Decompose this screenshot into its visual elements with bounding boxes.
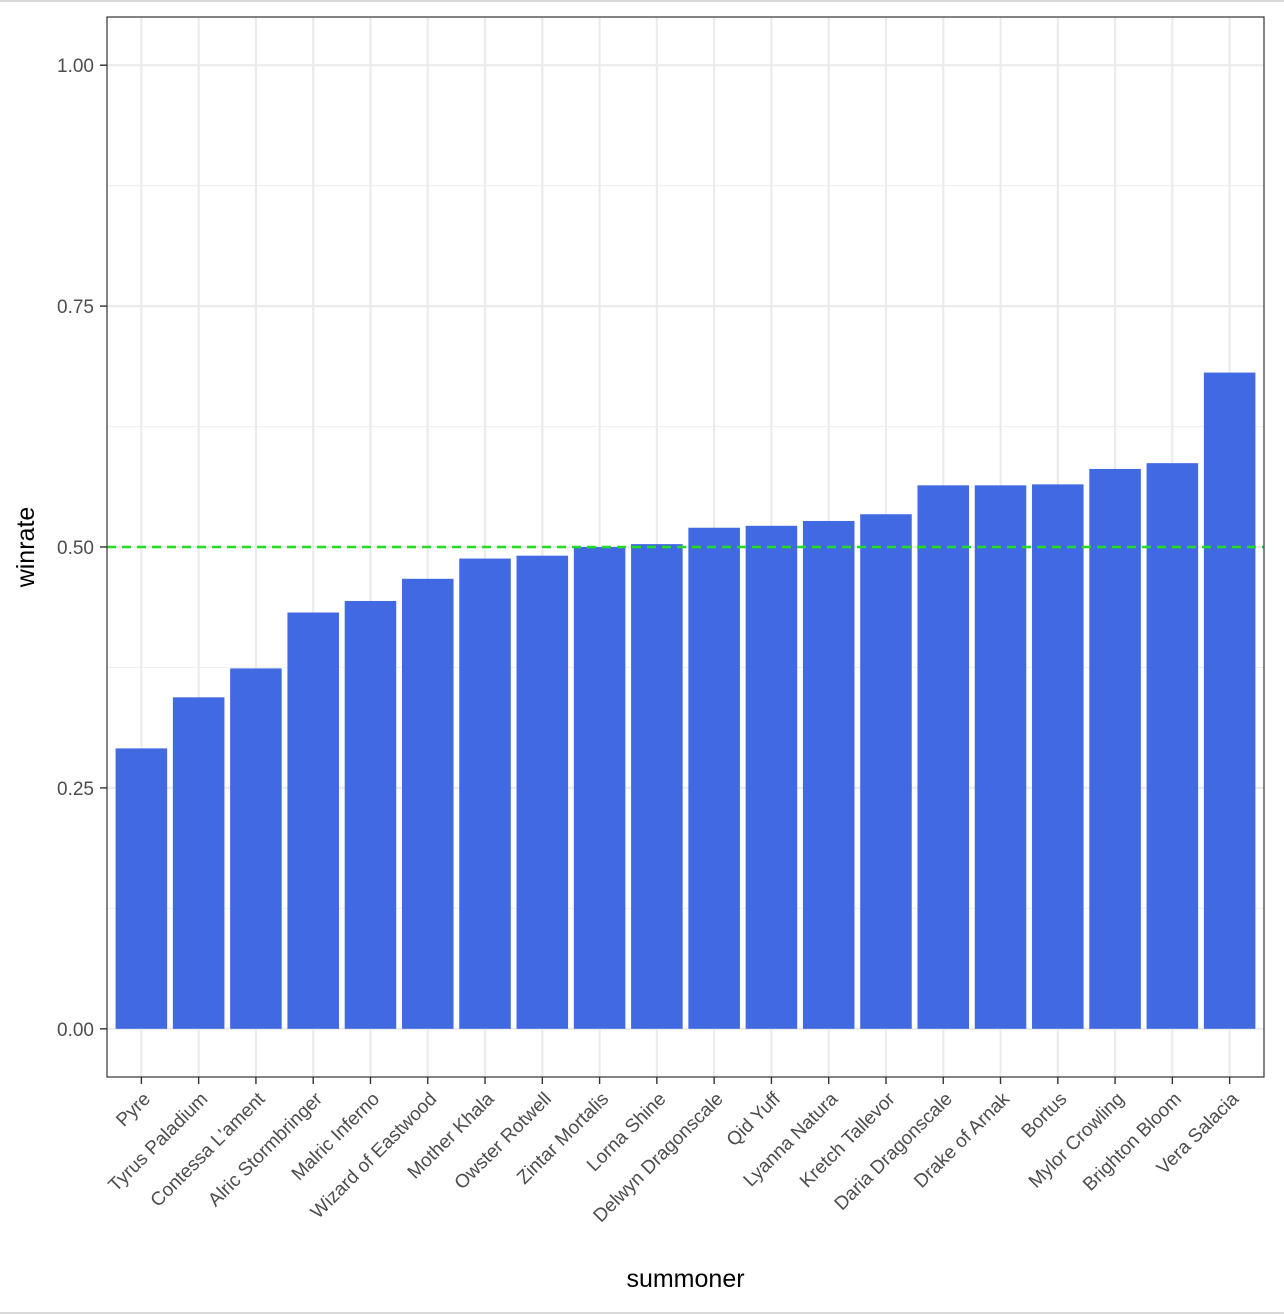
bar — [401, 578, 454, 1029]
x-tick-label: Bortus — [1018, 1089, 1072, 1143]
bar — [860, 514, 912, 1029]
x-tick-label: Brighton Bloom — [1079, 1089, 1186, 1196]
y-tick-label: 0.00 — [57, 1020, 94, 1041]
bar — [172, 697, 225, 1029]
bar — [688, 527, 740, 1029]
bar — [974, 485, 1027, 1029]
y-axis-title: winrate — [12, 507, 40, 589]
x-axis-title: summoner — [626, 1265, 744, 1293]
bar — [1089, 468, 1141, 1029]
bar — [516, 555, 569, 1029]
bar — [230, 668, 282, 1029]
y-tick-label: 0.75 — [57, 297, 94, 318]
y-tick-label: 0.25 — [57, 779, 94, 800]
x-tick-label: Owster Rotwell — [451, 1089, 556, 1194]
bar — [631, 544, 683, 1029]
bar — [745, 525, 798, 1029]
bar — [115, 748, 168, 1029]
bar — [917, 485, 970, 1029]
x-tick-label: Pyre — [112, 1089, 154, 1131]
bar — [1146, 463, 1199, 1029]
y-tick-label: 1.00 — [57, 56, 94, 77]
bar — [344, 600, 397, 1029]
bar — [459, 558, 511, 1029]
bar — [802, 520, 855, 1029]
bar-layer — [115, 372, 1256, 1029]
x-tick-label: Tyrus Paladium — [105, 1089, 212, 1196]
bar — [1032, 484, 1084, 1029]
bar — [573, 547, 626, 1029]
bar — [287, 612, 339, 1029]
y-tick-label: 0.50 — [57, 538, 94, 559]
bar — [1203, 372, 1256, 1029]
